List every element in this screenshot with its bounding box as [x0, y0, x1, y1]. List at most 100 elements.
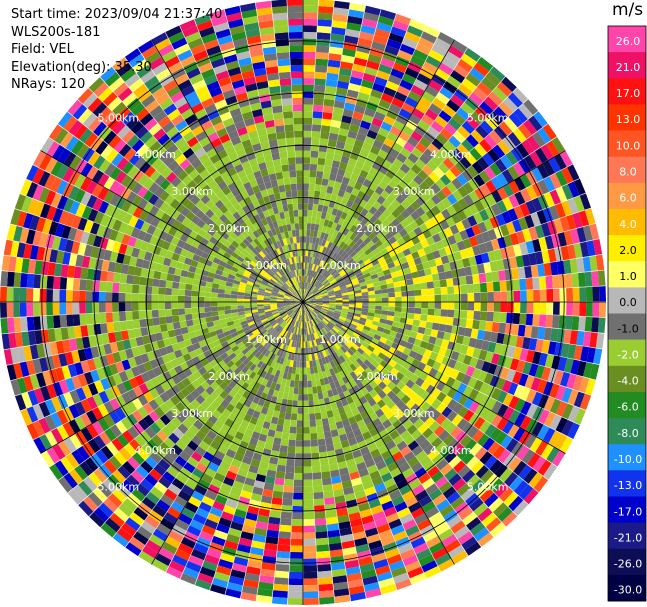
gate — [333, 7, 349, 16]
gate — [80, 427, 94, 442]
gate — [400, 375, 410, 385]
gate — [303, 58, 316, 66]
gate — [88, 492, 103, 507]
gate — [118, 143, 132, 157]
gate — [340, 250, 347, 258]
gate — [375, 408, 385, 418]
gate — [177, 302, 185, 309]
gate — [349, 471, 360, 480]
gate — [381, 500, 395, 511]
gate — [292, 236, 297, 244]
gate — [401, 394, 411, 405]
gate — [299, 315, 302, 322]
gate — [227, 324, 236, 331]
gate — [146, 439, 159, 451]
gate — [192, 468, 205, 479]
gate — [100, 522, 117, 538]
gate — [38, 401, 51, 418]
gate — [296, 300, 303, 302]
gate — [412, 49, 429, 62]
gate — [55, 340, 65, 354]
gate — [298, 314, 301, 322]
gate — [304, 262, 307, 270]
gate — [112, 57, 129, 72]
gate — [23, 243, 33, 259]
gate — [177, 102, 191, 115]
gate — [236, 148, 246, 158]
gate — [315, 272, 320, 280]
gate — [293, 354, 298, 361]
gate — [42, 247, 52, 262]
gate — [122, 461, 136, 475]
gate — [229, 232, 238, 241]
gate — [257, 273, 265, 279]
gate — [341, 325, 349, 331]
gate — [341, 353, 349, 361]
gate — [322, 262, 328, 269]
gate — [555, 417, 568, 433]
gate — [172, 374, 182, 385]
gate — [99, 270, 108, 282]
gate — [412, 484, 425, 496]
gate — [210, 424, 221, 435]
gate — [220, 341, 229, 349]
gate — [218, 76, 232, 87]
gate — [356, 259, 364, 266]
gate — [550, 328, 559, 342]
gate — [389, 163, 400, 174]
gate — [228, 464, 240, 475]
gate — [430, 409, 442, 421]
gate — [330, 193, 338, 202]
gate — [354, 489, 367, 500]
gate — [252, 410, 261, 419]
gate — [336, 364, 343, 373]
gate — [375, 170, 386, 181]
gate — [227, 273, 236, 280]
gate — [230, 421, 241, 432]
gate — [265, 254, 272, 261]
gate — [270, 293, 278, 297]
gate — [224, 540, 239, 551]
gate — [233, 248, 242, 256]
gate — [153, 128, 166, 141]
gate — [415, 434, 427, 446]
gate — [126, 97, 141, 112]
gate — [276, 349, 282, 357]
gate — [276, 326, 283, 333]
gate — [287, 288, 294, 294]
gate — [505, 438, 519, 453]
gate — [570, 359, 580, 375]
gate — [349, 346, 357, 354]
gate — [234, 163, 244, 173]
gate — [163, 338, 172, 347]
gate — [54, 460, 69, 477]
gate — [364, 211, 374, 220]
gate — [454, 525, 470, 540]
gate — [290, 243, 295, 251]
gate — [81, 206, 93, 220]
gate — [164, 399, 175, 410]
gate — [477, 433, 490, 447]
gate — [308, 196, 314, 204]
gate — [281, 344, 287, 352]
gate — [63, 198, 75, 213]
gate — [446, 181, 458, 194]
gate — [233, 392, 242, 402]
gate — [230, 294, 238, 299]
gate — [483, 330, 492, 342]
gate — [179, 320, 187, 328]
gate — [389, 330, 397, 338]
gate — [220, 352, 229, 361]
gate — [321, 336, 327, 343]
gate — [247, 393, 256, 402]
gate — [345, 410, 354, 419]
gate — [348, 355, 356, 364]
gate — [327, 266, 334, 273]
gate — [533, 476, 549, 493]
gate — [270, 214, 277, 223]
gate — [266, 469, 277, 478]
gate — [393, 363, 403, 372]
gate — [444, 140, 457, 153]
gate — [201, 524, 216, 536]
gate — [361, 569, 377, 579]
